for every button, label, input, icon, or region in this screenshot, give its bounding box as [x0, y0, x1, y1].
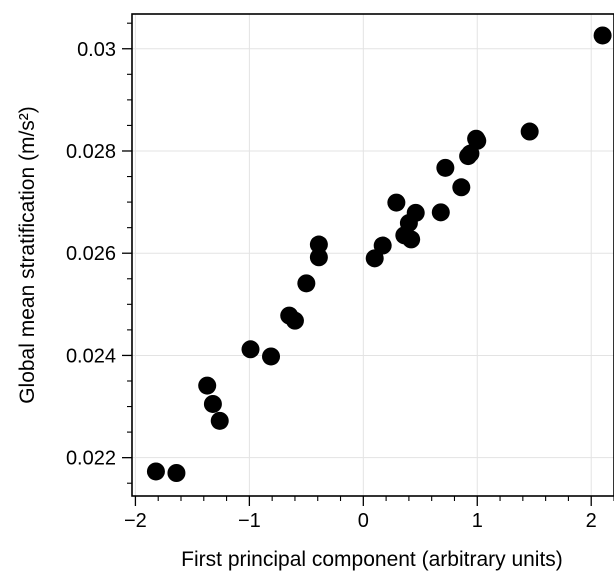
- data-point: [297, 274, 316, 293]
- x-tick-label: 2: [586, 510, 597, 532]
- data-point: [436, 158, 455, 177]
- y-tick-label: 0.024: [66, 345, 116, 367]
- data-point: [406, 203, 425, 222]
- data-point: [520, 122, 539, 141]
- y-axis-label: Global mean stratification (m/s²): [16, 106, 39, 404]
- data-point: [198, 376, 217, 395]
- data-point: [262, 347, 281, 366]
- data-point: [203, 394, 222, 413]
- data-point: [431, 203, 450, 222]
- data-points: [146, 26, 612, 482]
- x-tick-label: 0: [358, 510, 369, 532]
- data-point: [167, 463, 186, 482]
- data-point: [309, 248, 328, 267]
- x-tick-label: −2: [124, 510, 147, 532]
- plot-frame: [131, 13, 614, 497]
- data-point: [452, 178, 471, 197]
- data-point: [593, 26, 612, 45]
- data-point: [468, 131, 487, 150]
- y-tick-label: 0.028: [66, 141, 116, 163]
- y-tick-label: 0.022: [66, 448, 116, 470]
- y-tick-label: 0.026: [66, 243, 116, 265]
- data-point: [402, 230, 421, 249]
- data-point: [241, 340, 260, 359]
- axis-ticks: [122, 22, 614, 506]
- tick-labels: −2 −1 0 1 2 0.022 0.024 0.026 0.028 0.03: [66, 39, 597, 532]
- data-point: [146, 462, 165, 481]
- x-tick-label: 1: [472, 510, 483, 532]
- data-point: [210, 411, 229, 430]
- y-tick-label: 0.03: [77, 39, 116, 61]
- data-point: [387, 193, 406, 212]
- x-axis-label: First principal component (arbitrary uni…: [181, 548, 563, 571]
- data-point: [285, 311, 304, 330]
- x-tick-label: −1: [238, 510, 261, 532]
- grid: [132, 14, 614, 496]
- data-point: [309, 235, 328, 254]
- data-point: [373, 236, 392, 255]
